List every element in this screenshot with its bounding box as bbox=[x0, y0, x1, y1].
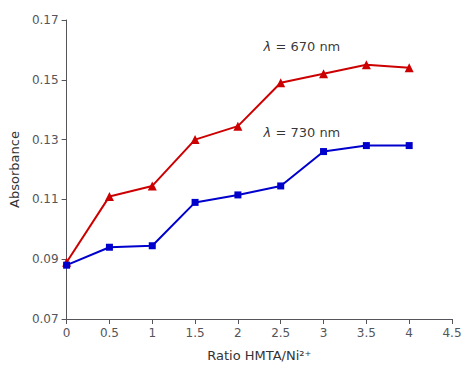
svg-text:= 730 nm: = 730 nm bbox=[271, 125, 340, 140]
svg-text:0.5: 0.5 bbox=[100, 326, 119, 340]
svg-text:0.13: 0.13 bbox=[32, 133, 59, 147]
svg-text:= 670 nm: = 670 nm bbox=[271, 39, 340, 54]
svg-text:Ratio HMTA/Ni²⁺: Ratio HMTA/Ni²⁺ bbox=[207, 348, 311, 363]
svg-text:3.5: 3.5 bbox=[357, 326, 376, 340]
svg-text:4: 4 bbox=[405, 326, 413, 340]
svg-text:2.5: 2.5 bbox=[271, 326, 290, 340]
svg-text:3: 3 bbox=[320, 326, 328, 340]
svg-text:0: 0 bbox=[63, 326, 71, 340]
svg-text:0.09: 0.09 bbox=[32, 252, 59, 266]
svg-text:Absorbance: Absorbance bbox=[7, 131, 22, 208]
svg-text:4.5: 4.5 bbox=[442, 326, 461, 340]
svg-text:1.5: 1.5 bbox=[186, 326, 205, 340]
svg-text:λ: λ bbox=[263, 39, 272, 54]
svg-text:0.17: 0.17 bbox=[32, 13, 59, 27]
svg-text:λ: λ bbox=[263, 125, 272, 140]
svg-text:1: 1 bbox=[148, 326, 156, 340]
svg-text:2: 2 bbox=[234, 326, 242, 340]
svg-text:0.11: 0.11 bbox=[32, 192, 59, 206]
svg-text:0.15: 0.15 bbox=[32, 73, 59, 87]
svg-text:0.07: 0.07 bbox=[32, 312, 59, 326]
